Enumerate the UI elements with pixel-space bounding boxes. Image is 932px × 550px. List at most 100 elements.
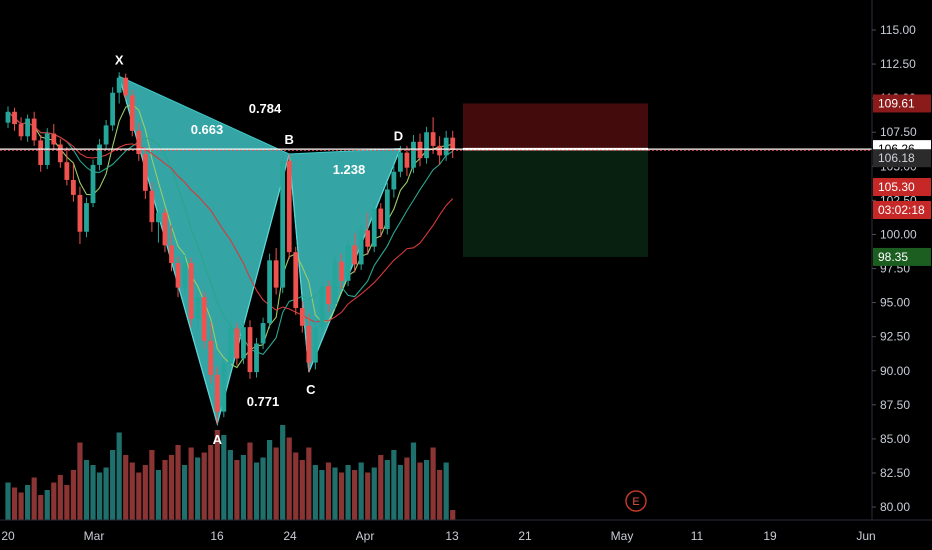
price-tick-label: 82.50 (880, 466, 910, 480)
candle-body (97, 144, 102, 165)
volume-bar (312, 465, 318, 520)
candle-body (319, 286, 325, 328)
candle-body (352, 245, 358, 265)
volume-bar (195, 457, 201, 520)
candle-body (339, 261, 344, 281)
volume-bar (293, 452, 299, 520)
pattern-point-a: A (213, 432, 223, 447)
candles (5, 72, 456, 424)
candle-body (437, 145, 443, 156)
candle-body (450, 137, 456, 150)
time-tick-label: Jun (856, 529, 875, 543)
candle-body (12, 111, 17, 125)
volume-bar (247, 442, 253, 520)
candle-body (345, 245, 351, 281)
price-tick-label: 115.00 (880, 23, 916, 37)
candle-body (195, 297, 201, 319)
candle-body (430, 132, 436, 146)
volume-bar (352, 470, 358, 520)
earnings-icon[interactable] (625, 490, 647, 512)
volume-bar (221, 435, 227, 520)
candle-body (280, 160, 286, 288)
candle-body (286, 160, 292, 253)
volume-bar (155, 470, 162, 520)
price-tag-text-countdown: 03:02:18 (878, 203, 925, 217)
volume-bar (64, 485, 70, 520)
volume-bar (142, 465, 148, 520)
volume-bar (365, 472, 371, 520)
candle-body (214, 374, 220, 412)
volume-bar (332, 467, 338, 520)
volume-bar (273, 447, 279, 520)
candle-body (241, 327, 246, 359)
volume-bar (70, 470, 76, 520)
candle-body (149, 190, 155, 223)
volume-bar (234, 460, 240, 520)
price-tag-last (873, 149, 931, 168)
moving-average-line (7, 111, 454, 323)
time-tick-label: 24 (283, 529, 297, 543)
volume-bars (5, 425, 456, 520)
volume-bar (240, 455, 247, 520)
price-tag-text-stop: 98.35 (878, 250, 908, 264)
candle-body (391, 171, 397, 190)
volume-bar (123, 455, 129, 520)
time-tick-label: Mar (84, 529, 105, 543)
candle-body (123, 77, 129, 96)
candle-body (424, 132, 429, 159)
volume-bar (397, 465, 403, 520)
candle-body (398, 152, 403, 172)
volume-bar (90, 465, 96, 520)
earnings-letter: E (632, 496, 639, 508)
earnings-marker[interactable]: E (625, 490, 647, 512)
volume-bar (162, 460, 168, 520)
price-tick-label: 90.00 (880, 364, 910, 378)
candle-body (254, 343, 259, 373)
candle-body (51, 133, 57, 145)
volume-bar (175, 445, 181, 520)
price-tick-label: 85.00 (880, 432, 910, 446)
price-tick-label: 100.00 (880, 227, 917, 241)
harmonic-labels: X A B C D 0.663 0.784 1.238 0.771 (115, 52, 403, 447)
candle-body (71, 179, 76, 195)
profit-zone[interactable] (463, 103, 648, 150)
candle-body (136, 130, 142, 155)
pattern-point-d: D (394, 129, 403, 144)
candle-body (443, 137, 449, 156)
volume-bar (423, 460, 430, 520)
price-tag-countdown (873, 201, 931, 219)
price-tick-label: 87.50 (880, 398, 910, 412)
volume-bar (227, 450, 233, 520)
candle-body (84, 203, 89, 232)
volume-bar (306, 447, 312, 520)
price-tick-label: 80.00 (880, 500, 910, 514)
volume-bar (149, 450, 155, 520)
time-tick-label: 16 (210, 529, 224, 543)
time-tick-label: May (611, 529, 634, 543)
candle-body (18, 124, 24, 137)
time-axis[interactable]: 20 Mar 16 24 Apr 13 21 May 11 19 Jun (0, 519, 932, 543)
volume-bar (338, 472, 345, 520)
volume-bar (208, 445, 214, 520)
volume-bar (443, 462, 449, 520)
volume-bar (77, 442, 83, 520)
risk-reward-tool[interactable] (463, 103, 648, 257)
candle-body (162, 212, 168, 246)
candle-body (260, 323, 266, 344)
pattern-point-x: X (115, 52, 124, 67)
candle-body (77, 194, 83, 232)
price-tag-text-take_profit: 109.61 (878, 96, 915, 110)
candle-body (57, 144, 63, 163)
volume-bar (378, 455, 384, 520)
price-lines (0, 147, 872, 151)
volume-bar (260, 457, 266, 520)
volume-bar (110, 450, 116, 520)
price-tag-stop (873, 247, 931, 266)
candle-body (64, 162, 70, 180)
volume-bar (286, 437, 292, 520)
volume-bar (214, 430, 220, 520)
volume-bar (391, 450, 397, 520)
stop-zone[interactable] (463, 149, 648, 257)
price-tick-label: 107.50 (880, 125, 917, 139)
